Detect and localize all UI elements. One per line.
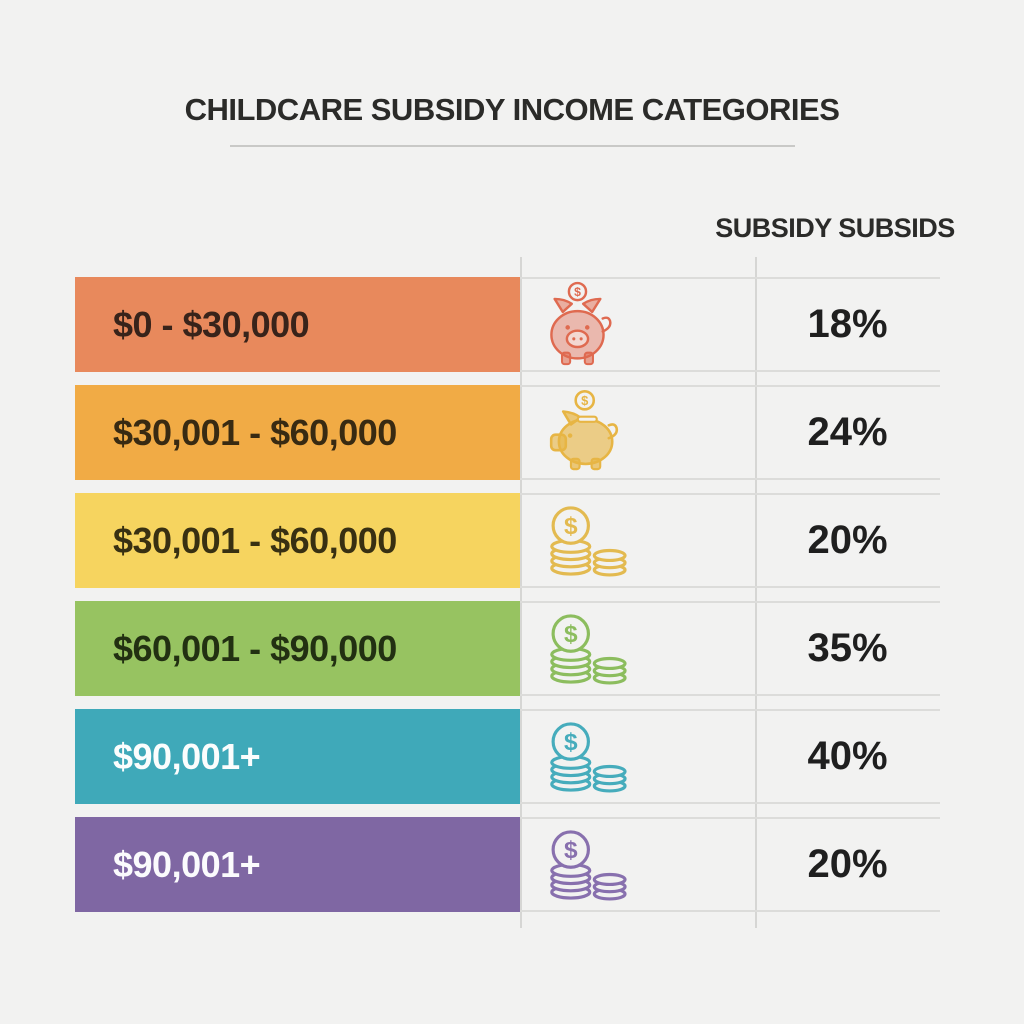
piggy-bank-coin-icon: $ <box>549 389 619 470</box>
grid-vertical-line-left <box>520 257 522 928</box>
income-label: $60,001 - $90,000 <box>113 627 397 669</box>
subsidy-value: 40% <box>807 734 888 778</box>
svg-text:$: $ <box>564 728 578 755</box>
svg-text:$: $ <box>581 393 588 408</box>
subsidy-cell: 35% <box>755 601 940 696</box>
subsidy-cell: 40% <box>755 709 940 804</box>
table-row: $90,001+ $ 20% <box>75 817 940 912</box>
icon-cell: $ <box>520 709 755 804</box>
subsidy-column-header: SUBSIDY SUBSIDS <box>715 213 955 243</box>
subsidy-cell: 20% <box>755 493 940 588</box>
income-bar: $30,001 - $60,000 <box>75 493 520 588</box>
coin-stack-icon: $ <box>550 721 627 793</box>
piggy-bank-coin-icon: $ <box>550 281 612 365</box>
income-bar: $30,001 - $60,000 <box>75 385 520 480</box>
icon-cell: $ <box>520 493 755 588</box>
coin-stack-icon: $ <box>550 613 627 685</box>
subsidy-cell: 18% <box>755 277 940 372</box>
icon-cell: $ <box>520 385 755 480</box>
table-row: $30,001 - $60,000 $ 24% <box>75 385 940 480</box>
title-underline <box>230 145 795 147</box>
subsidy-value: 24% <box>807 410 888 454</box>
coin-stack-icon: $ <box>550 829 627 901</box>
svg-text:$: $ <box>564 620 578 647</box>
income-bar: $90,001+ <box>75 709 520 804</box>
income-bar: $60,001 - $90,000 <box>75 601 520 696</box>
icon-cell: $ <box>520 601 755 696</box>
income-label: $0 - $30,000 <box>113 303 310 345</box>
icon-cell: $ <box>520 817 755 912</box>
coin-stack-icon: $ <box>550 505 627 577</box>
subsidy-value: 35% <box>807 626 888 670</box>
income-bar: $90,001+ <box>75 817 520 912</box>
icon-cell: $ <box>520 277 755 372</box>
subsidy-cell: 20% <box>755 817 940 912</box>
income-label: $30,001 - $60,000 <box>113 411 397 453</box>
income-label: $90,001+ <box>113 735 261 777</box>
svg-text:$: $ <box>564 512 578 539</box>
subsidy-value: 20% <box>807 842 888 886</box>
table-row: $30,001 - $60,000 $ 20% <box>75 493 940 588</box>
svg-text:$: $ <box>564 836 578 863</box>
subsidy-value: 20% <box>807 518 888 562</box>
table-row: $90,001+ $ 40% <box>75 709 940 804</box>
income-label: $30,001 - $60,000 <box>113 519 397 561</box>
table-row: $60,001 - $90,000 $ 35% <box>75 601 940 696</box>
table-row: $0 - $30,000 $ <box>75 277 940 372</box>
subsidy-table: $0 - $30,000 $ <box>75 277 940 912</box>
subsidy-cell: 24% <box>755 385 940 480</box>
income-bar: $0 - $30,000 <box>75 277 520 372</box>
svg-text:$: $ <box>574 285 581 299</box>
income-label: $90,001+ <box>113 843 261 885</box>
grid-vertical-line-right <box>755 257 757 928</box>
subsidy-value: 18% <box>807 302 888 346</box>
page-title: CHILDCARE SUBSIDY INCOME CATEGORIES <box>184 92 840 127</box>
